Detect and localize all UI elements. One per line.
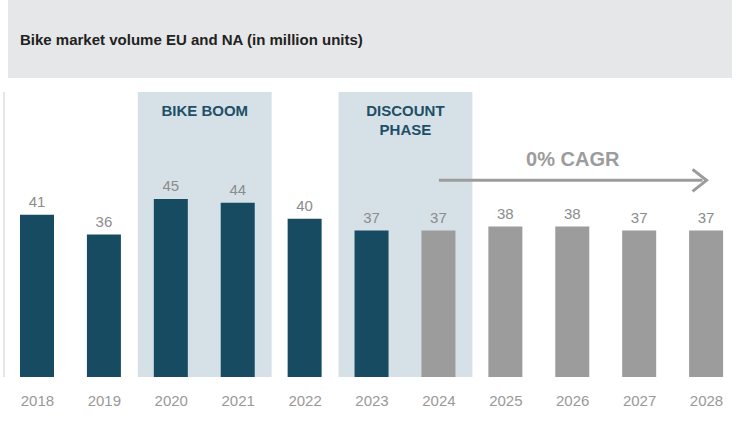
svg-text:DISCOUNTPHASE: DISCOUNTPHASE [366, 102, 444, 138]
svg-text:2028: 2028 [690, 392, 723, 409]
svg-text:2026: 2026 [556, 392, 589, 409]
svg-text:37: 37 [363, 209, 380, 226]
html-text:Bike market volume EU and NA (: Bike market volume EU and NA (in million… [20, 30, 363, 48]
svg-text:0% CAGR: 0% CAGR [526, 148, 620, 170]
svg-text:44: 44 [229, 181, 246, 198]
svg-text:37: 37 [698, 209, 715, 226]
svg-text:37: 37 [631, 209, 648, 226]
svg-text:2018: 2018 [21, 392, 54, 409]
svg-text:40: 40 [296, 197, 313, 214]
svg-text:2023: 2023 [355, 392, 388, 409]
svg-text:2024: 2024 [422, 392, 455, 409]
svg-text:2019: 2019 [88, 392, 121, 409]
svg-text:38: 38 [497, 205, 514, 222]
svg-text:45: 45 [162, 177, 179, 194]
svg-text:2022: 2022 [288, 392, 321, 409]
svg-text:2021: 2021 [221, 392, 254, 409]
svg-text:37: 37 [430, 209, 447, 226]
svg-text:36: 36 [96, 213, 113, 230]
svg-text:2027: 2027 [623, 392, 656, 409]
svg-text:2025: 2025 [489, 392, 522, 409]
svg-text:2020: 2020 [155, 392, 188, 409]
svg-text:41: 41 [29, 193, 46, 210]
svg-text:38: 38 [564, 205, 581, 222]
svg-text:BIKE BOOM: BIKE BOOM [161, 102, 248, 119]
